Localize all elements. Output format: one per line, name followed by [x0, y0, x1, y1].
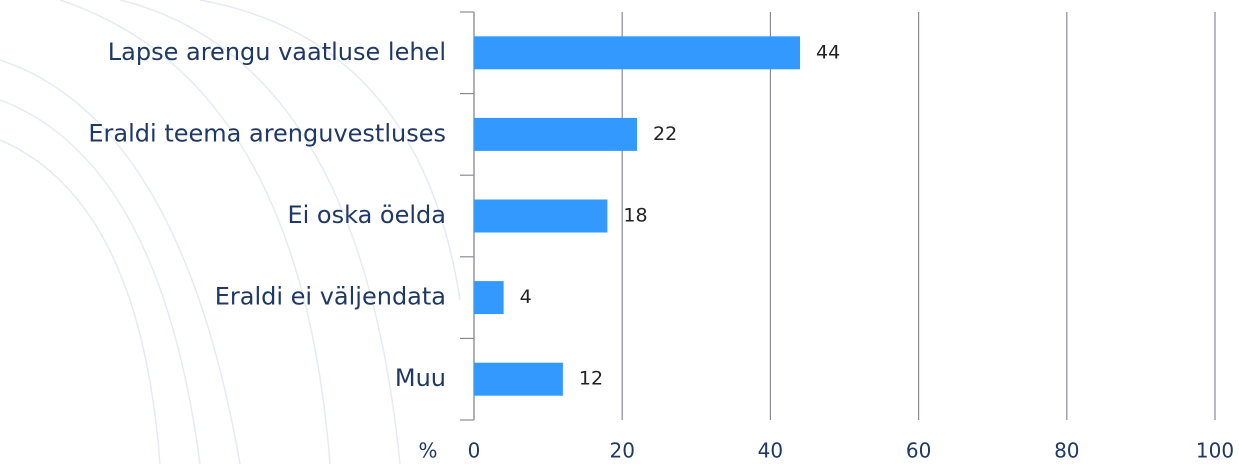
x-tick-label: 80	[1054, 439, 1079, 463]
bar	[474, 117, 638, 151]
y-tick-label: Eraldi teema arenguvestluses	[88, 119, 446, 147]
data-label: 18	[623, 205, 647, 227]
data-label: 4	[520, 286, 532, 308]
x-tick-label: 100	[1196, 439, 1234, 463]
y-tick-label: Muu	[395, 364, 446, 392]
y-tick-label: Lapse arengu vaatluse lehel	[108, 38, 446, 66]
x-tick-label: 60	[906, 439, 931, 463]
y-tick-label: Ei oska öelda	[287, 201, 446, 229]
x-tick-label: 0	[468, 439, 481, 463]
x-axis-label: %	[418, 439, 437, 463]
y-tick-label: Eraldi ei väljendata	[215, 283, 446, 311]
bar	[474, 362, 563, 396]
background-swirl	[0, 0, 461, 464]
bar	[474, 199, 608, 233]
data-label: 22	[653, 123, 677, 145]
bar	[474, 36, 801, 70]
bar	[474, 281, 504, 315]
x-tick-label: 20	[609, 439, 634, 463]
data-label: 44	[816, 41, 840, 63]
data-label: 12	[579, 368, 603, 390]
x-tick-label: 40	[758, 439, 783, 463]
